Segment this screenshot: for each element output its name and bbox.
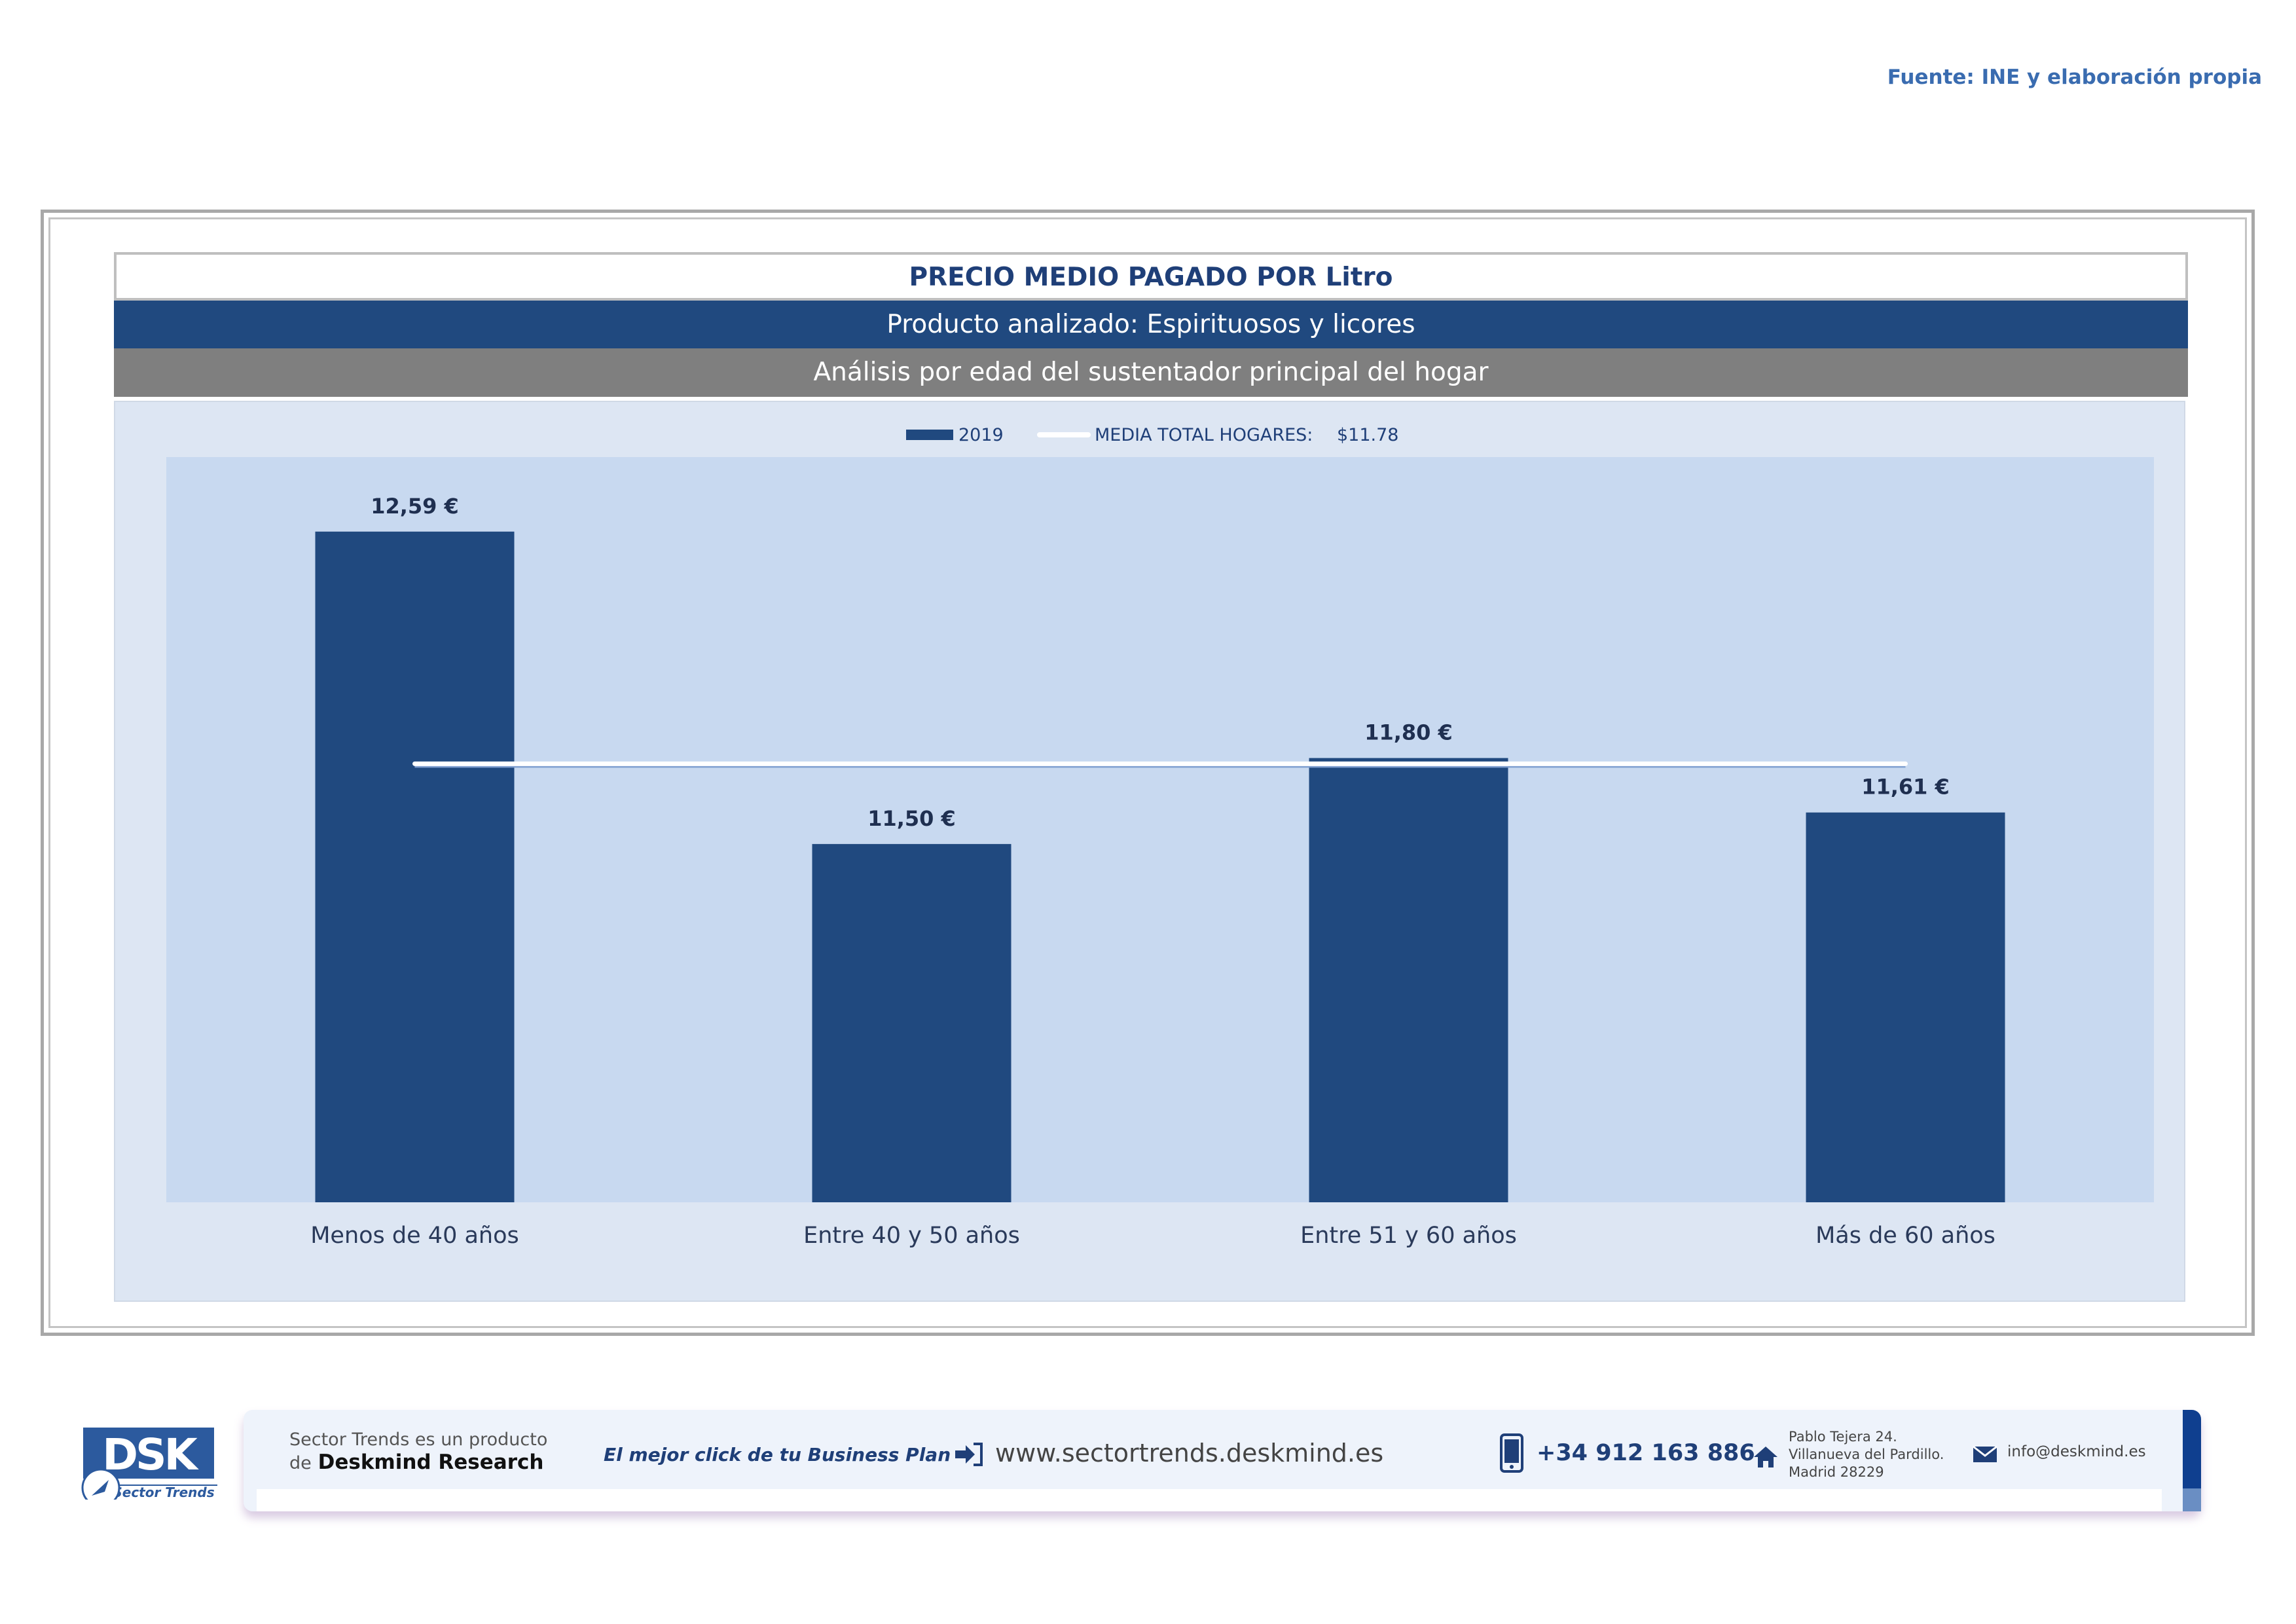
footer-card: Sector Trends es un producto de Deskmind… xyxy=(244,1410,2201,1511)
footer-slogan: El mejor click de tu Business Plan xyxy=(604,1444,951,1466)
email-link[interactable]: info@deskmind.es xyxy=(2007,1443,2146,1460)
chart-frame-outer xyxy=(41,210,2255,1336)
home-icon xyxy=(1753,1445,1779,1471)
address-block: Pablo Tejera 24. Villanueva del Pardillo… xyxy=(1789,1429,1944,1480)
data-label-1: 12,59 € xyxy=(371,494,459,519)
smartphone-icon xyxy=(1499,1433,1524,1476)
analysis-banner: Análisis por edad del sustentador princi… xyxy=(114,348,2188,397)
data-label-4: 11,61 € xyxy=(1861,775,1950,800)
bar-4 xyxy=(1806,812,2005,1202)
dsk-logo: DSK Sector Trends xyxy=(80,1428,217,1507)
legend-label-mean: MEDIA TOTAL HOGARES: xyxy=(1095,425,1313,445)
svg-text:Sector Trends: Sector Trends xyxy=(113,1485,214,1500)
website-link[interactable]: www.sectortrends.deskmind.es xyxy=(995,1439,1384,1467)
data-label-2: 11,50 € xyxy=(867,806,956,831)
legend-swatch-2019 xyxy=(906,430,953,440)
legend-mean-value: $11.78 xyxy=(1337,425,1398,445)
brand-name: Deskmind Research xyxy=(318,1450,544,1474)
login-arrow-icon xyxy=(954,1441,984,1470)
product-banner: Producto analizado: Espirituosos y licor… xyxy=(114,301,2188,348)
category-label-1: Menos de 40 años xyxy=(310,1223,519,1249)
bar-1 xyxy=(315,531,515,1202)
bar-chart: 12,59 € Menos de 40 años 11,50 € Entre 40 y… xyxy=(166,425,2154,1249)
data-label-3: 11,80 € xyxy=(1364,720,1453,745)
category-label-4: Más de 60 años xyxy=(1815,1223,1995,1249)
chart-title: PRECIO MEDIO PAGADO POR Litro xyxy=(114,252,2188,301)
envelope-icon xyxy=(1972,1445,1998,1466)
svg-text:DSK: DSK xyxy=(102,1430,199,1480)
footer-product-line1: Sector Trends es un producto xyxy=(289,1430,548,1450)
footer-product-line2: de Deskmind Research xyxy=(289,1450,544,1474)
category-label-2: Entre 40 y 50 años xyxy=(803,1223,1020,1249)
chart-area: 12,59 € Menos de 40 años 11,50 € Entre 40 y… xyxy=(114,401,2185,1302)
legend-label-2019: 2019 xyxy=(958,425,1004,445)
bar-2 xyxy=(812,843,1011,1202)
phone-number[interactable]: +34 912 163 886 xyxy=(1537,1440,1755,1466)
source-note: Fuente: INE y elaboración propia xyxy=(1887,65,2262,89)
bar-3 xyxy=(1309,758,1508,1202)
category-label-3: Entre 51 y 60 años xyxy=(1300,1223,1517,1249)
chart-frame-inner xyxy=(48,217,2247,1328)
